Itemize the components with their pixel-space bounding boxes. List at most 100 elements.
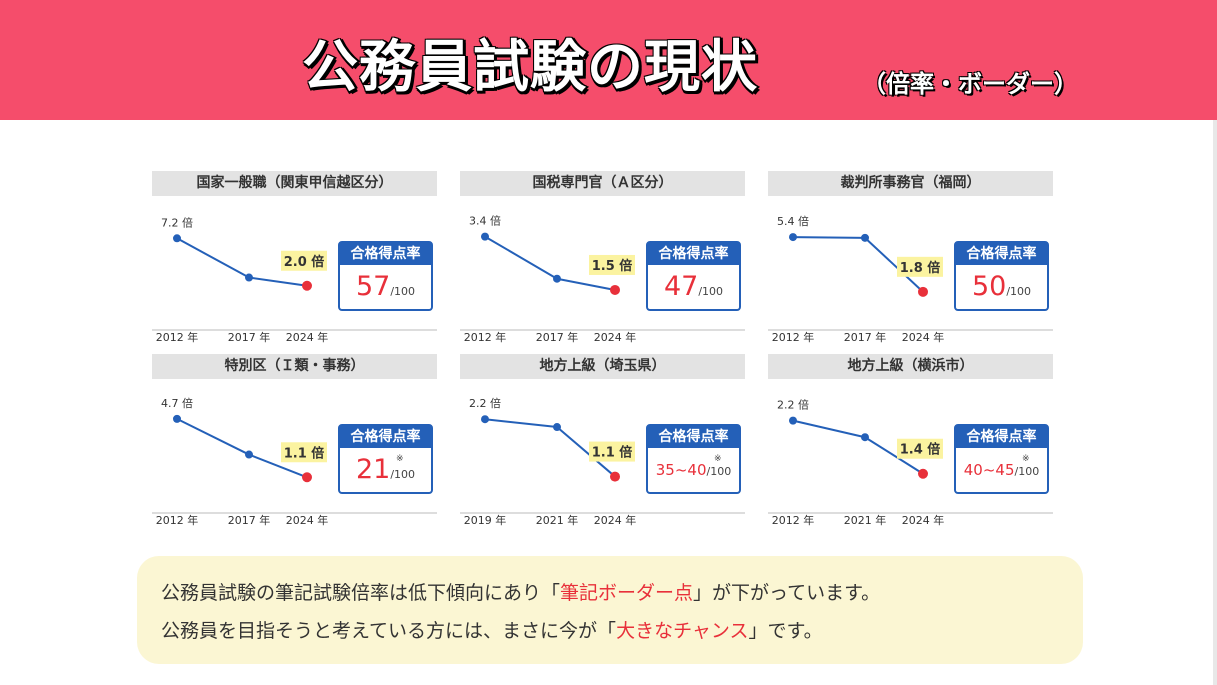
data-label-latest: 1.1 倍 (284, 445, 325, 461)
latest-label-badge (281, 250, 327, 271)
pass-score-body: 50/100 (956, 265, 1047, 309)
series-line-segment (792, 236, 866, 239)
x-tick-label: 2024 年 (902, 513, 945, 527)
latest-label-badge (589, 254, 635, 275)
x-tick-label: 2021 年 (844, 513, 887, 527)
pass-score-label: 合格得点率 (340, 243, 431, 265)
data-label-latest: 1.1 倍 (592, 445, 633, 461)
pass-score-value: 50 (971, 271, 1007, 302)
series-line-segment (248, 453, 308, 479)
chart-panel-yokohama: 地方上級（横浜市） 2.2 倍 1.4 倍 2012 年 2021 年 2024 年 合… (768, 354, 1053, 529)
data-point (861, 433, 869, 442)
pass-score-body: 40~45/100 ※ (956, 448, 1047, 492)
chart-svg: 2.2 倍 1.4 倍 2012 年 2021 年 2024 年 (768, 398, 1053, 527)
data-point-latest (918, 286, 928, 297)
x-tick-label: 2017 年 (228, 513, 271, 527)
x-tick-label: 2017 年 (228, 330, 271, 344)
chart-title: 国家一般職（関東甲信越区分） (152, 171, 437, 196)
x-tick-label: 2024 年 (594, 330, 637, 344)
data-point (481, 232, 489, 241)
summary-callout: 公務員試験の筆記試験倍率は低下傾向にあり「筆記ボーダー点」が下がっています。 公… (137, 556, 1083, 664)
pass-score-box: 合格得点率 50/100 (954, 241, 1049, 311)
x-tick-label: 2021 年 (536, 513, 579, 527)
callout-text: 」が下がっています。 (693, 582, 881, 604)
data-label: 7.2 倍 (161, 215, 193, 229)
pass-score-label: 合格得点率 (648, 426, 739, 448)
data-point-latest (918, 468, 928, 479)
pass-score-value: 57 (355, 271, 391, 302)
data-point (245, 450, 253, 459)
series-line-segment (556, 426, 616, 478)
note-mark: ※ (396, 454, 404, 464)
series-line-segment (864, 436, 924, 475)
pass-score-body: 57/100 (340, 265, 431, 309)
x-tick-label: 2012 年 (464, 330, 507, 344)
pass-score-label: 合格得点率 (956, 243, 1047, 265)
data-point (861, 233, 869, 242)
callout-text: 公務員試験の筆記試験倍率は低下傾向にあり「 (161, 582, 561, 604)
series-line-segment (864, 237, 924, 293)
pass-score-unit: /100 (1014, 465, 1040, 478)
latest-label-badge (589, 441, 635, 462)
x-tick-label: 2024 年 (594, 513, 637, 527)
series-line-segment (176, 417, 250, 456)
chart-title: 地方上級（埼玉県） (460, 354, 745, 379)
pass-score-label: 合格得点率 (956, 426, 1047, 448)
callout-text: 」です。 (748, 620, 823, 642)
data-point (173, 234, 181, 243)
callout-line-1: 公務員試験の筆記試験倍率は低下傾向にあり「筆記ボーダー点」が下がっています。 (161, 578, 880, 605)
pass-score-box: 合格得点率 35~40/100 ※ (646, 424, 741, 494)
series-line-segment (792, 419, 866, 439)
pass-score-unit: /100 (706, 465, 732, 478)
series-line-segment (556, 277, 616, 291)
series-line-segment (484, 418, 558, 429)
callout-highlight: 大きなチャンス (616, 620, 749, 642)
data-point-latest (610, 284, 620, 295)
pass-score-box: 合格得点率 40~45/100 ※ (954, 424, 1049, 494)
chart-title: 地方上級（横浜市） (768, 354, 1053, 379)
series-line-segment (176, 237, 250, 279)
data-label: 4.7 倍 (161, 396, 193, 410)
pass-score-unit: /100 (390, 468, 416, 481)
data-point-latest (610, 471, 620, 482)
data-point (173, 414, 181, 423)
data-point (553, 423, 561, 432)
chart-svg: 5.4 倍 1.8 倍 2012 年 2017 年 2024 年 (768, 214, 1053, 344)
x-tick-label: 2017 年 (536, 330, 579, 344)
pass-score-value: 47 (663, 271, 699, 302)
x-tick-label: 2017 年 (844, 330, 887, 344)
data-label: 2.2 倍 (469, 396, 501, 410)
x-tick-label: 2024 年 (286, 330, 329, 344)
chart-panel-kokuzei: 国税専門官（Ａ区分） 3.4 倍 1.5 倍 2012 年 2017 年 2024 年 … (460, 171, 745, 346)
x-tick-label: 2012 年 (156, 513, 199, 527)
chart-panel-kokka-ippan: 国家一般職（関東甲信越区分） 7.2 倍 2.0 倍 2012 年 2017 年 202… (152, 171, 437, 346)
chart-title: 特別区（Ｉ類・事務） (152, 354, 437, 379)
header-banner: 公務員試験の現状 （倍率・ボーダー） (0, 0, 1217, 120)
data-point-latest (302, 472, 312, 483)
pass-score-box: 合格得点率 21/100 ※ (338, 424, 433, 494)
pass-score-value: 35~40 (655, 461, 707, 479)
chart-svg: 3.4 倍 1.5 倍 2012 年 2017 年 2024 年 (460, 214, 745, 344)
data-label-latest: 2.0 倍 (284, 254, 325, 270)
pass-score-unit: /100 (1006, 285, 1032, 298)
data-label: 2.2 倍 (777, 398, 809, 412)
series-line-segment (248, 276, 308, 287)
chart-title: 裁判所事務官（福岡） (768, 171, 1053, 196)
pass-score-box: 合格得点率 57/100 (338, 241, 433, 311)
callout-line-2: 公務員を目指そうと考えている方には、まさに今が「大きなチャンス」です。 (161, 616, 823, 643)
latest-label-badge (897, 438, 943, 459)
latest-label-badge (281, 442, 327, 463)
callout-highlight: 筆記ボーダー点 (560, 582, 694, 604)
pass-score-box: 合格得点率 47/100 (646, 241, 741, 311)
note-mark: ※ (1022, 454, 1030, 464)
chart-svg: 4.7 倍 1.1 倍 2012 年 2017 年 2024 年 (152, 396, 437, 527)
pass-score-unit: /100 (390, 285, 416, 298)
chart-svg: 2.2 倍 1.1 倍 2019 年 2021 年 2024 年 (460, 396, 745, 527)
chart-title: 国税専門官（Ａ区分） (460, 171, 745, 196)
page-subtitle: （倍率・ボーダー） (862, 70, 1078, 98)
data-label-latest: 1.8 倍 (900, 260, 941, 276)
pass-score-value: 21 (355, 454, 391, 485)
pass-score-label: 合格得点率 (340, 426, 431, 448)
chart-panel-saitama: 地方上級（埼玉県） 2.2 倍 1.1 倍 2019 年 2021 年 2024 年 合… (460, 354, 745, 529)
data-point (245, 273, 253, 282)
